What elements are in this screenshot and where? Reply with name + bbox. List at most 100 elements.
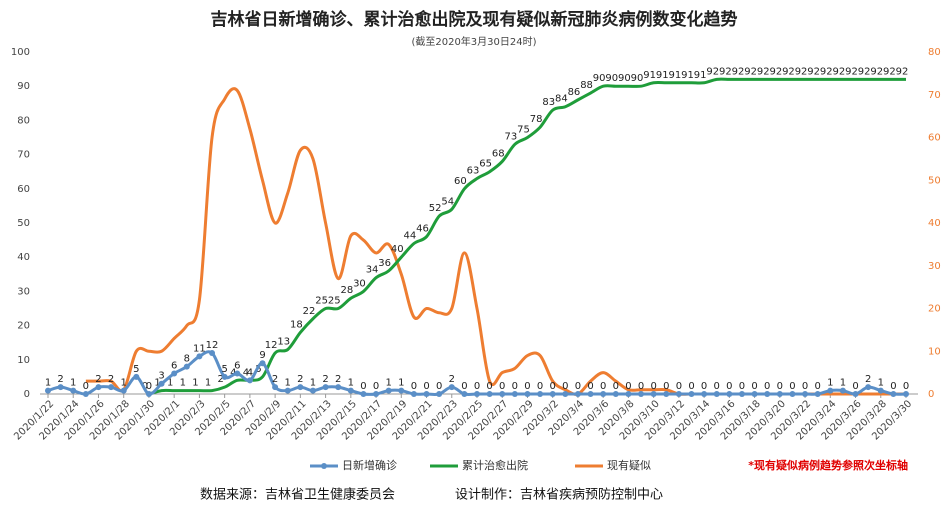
data-label: 2	[865, 374, 871, 385]
data-label: 92	[744, 66, 757, 77]
data-label: 0	[575, 381, 581, 392]
data-label: 0	[146, 381, 152, 392]
point	[259, 360, 266, 367]
point	[524, 391, 531, 397]
point	[663, 391, 670, 397]
point	[486, 391, 493, 397]
data-label: 0	[613, 381, 619, 392]
data-label: 83	[542, 97, 555, 108]
point	[675, 391, 682, 397]
data-label: 0	[777, 381, 783, 392]
data-label: 1	[205, 378, 211, 389]
data-label: 91	[643, 70, 656, 81]
point	[877, 387, 884, 394]
data-label: 2	[322, 374, 328, 385]
point	[713, 391, 720, 397]
point	[246, 377, 253, 384]
data-label: 2	[95, 374, 101, 385]
data-label: 0	[562, 381, 568, 392]
data-label: 52	[429, 203, 442, 214]
point	[120, 387, 127, 394]
data-label: 1	[310, 378, 316, 389]
data-label: 3	[158, 371, 164, 382]
data-label: 92	[732, 66, 745, 77]
point	[738, 391, 745, 397]
point	[322, 384, 329, 391]
data-label: 0	[650, 381, 656, 392]
data-label: 65	[479, 159, 492, 170]
data-label: 91	[656, 70, 669, 81]
data-label: 1	[121, 378, 127, 389]
data-label: 60	[454, 176, 467, 187]
data-label: 1	[827, 378, 833, 389]
data-label: 0	[550, 381, 556, 392]
y-tick-label: 10	[17, 355, 30, 366]
chart-title: 吉林省日新增确诊、累计治愈出院及现有疑似新冠肺炎病例数变化趋势	[211, 9, 738, 30]
data-label: 30	[353, 278, 366, 289]
point	[511, 391, 518, 397]
data-label: 0	[852, 381, 858, 392]
point	[448, 384, 455, 391]
data-label: 6	[234, 360, 240, 371]
point	[183, 363, 190, 370]
data-label: 28	[340, 285, 353, 296]
data-label: 1	[285, 378, 291, 389]
y-tick-label: 90	[17, 81, 30, 92]
data-label: 0	[411, 381, 417, 392]
data-label: 2	[297, 374, 303, 385]
legend-label: 累计治愈出院	[462, 458, 528, 472]
data-label: 25	[328, 296, 341, 307]
point	[890, 391, 897, 397]
data-label: 1	[385, 378, 391, 389]
point	[726, 391, 733, 397]
data-label: 92	[883, 66, 896, 77]
data-label: 0	[676, 381, 682, 392]
y2-tick-label: 20	[928, 304, 941, 315]
data-label: 90	[618, 73, 631, 84]
data-label: 12	[206, 340, 219, 351]
point	[423, 391, 430, 397]
data-label: 92	[757, 66, 770, 77]
data-label: 0	[524, 381, 530, 392]
point	[852, 391, 859, 397]
point	[385, 387, 392, 394]
data-label: 0	[789, 381, 795, 392]
point	[537, 391, 544, 397]
source: 数据来源：吉林省卫生健康委员会	[200, 487, 395, 503]
point	[688, 391, 695, 397]
y2-tick-label: 10	[928, 346, 941, 357]
y2-tick-label: 40	[928, 218, 941, 229]
point	[133, 373, 140, 380]
point	[82, 391, 89, 397]
point	[221, 373, 228, 380]
y2-tick-label: 60	[928, 133, 941, 144]
data-label: 12	[265, 340, 278, 351]
y-tick-label: 30	[17, 286, 30, 297]
data-label: 0	[701, 381, 707, 392]
point	[625, 391, 632, 397]
point	[272, 384, 279, 391]
y-tick-label: 70	[17, 150, 30, 161]
point	[650, 391, 657, 397]
point	[347, 387, 354, 394]
legend-label: 日新增确诊	[342, 458, 397, 472]
data-label: 0	[688, 381, 694, 392]
data-label: 54	[441, 196, 454, 207]
data-label: 6	[171, 360, 177, 371]
data-label: 0	[814, 381, 820, 392]
data-label: 0	[802, 381, 808, 392]
data-label: 44	[404, 231, 417, 242]
data-label: 4	[243, 367, 249, 378]
y2-tick-label: 50	[928, 175, 941, 186]
data-label: 86	[568, 87, 581, 98]
y-tick-label: 80	[17, 115, 30, 126]
point	[789, 391, 796, 397]
data-label: 2	[449, 374, 455, 385]
point	[600, 391, 607, 397]
data-label: 75	[517, 125, 530, 136]
point	[474, 391, 480, 397]
point	[234, 370, 241, 377]
data-label: 1	[180, 378, 186, 389]
series-line	[148, 77, 906, 396]
data-label: 92	[870, 66, 883, 77]
